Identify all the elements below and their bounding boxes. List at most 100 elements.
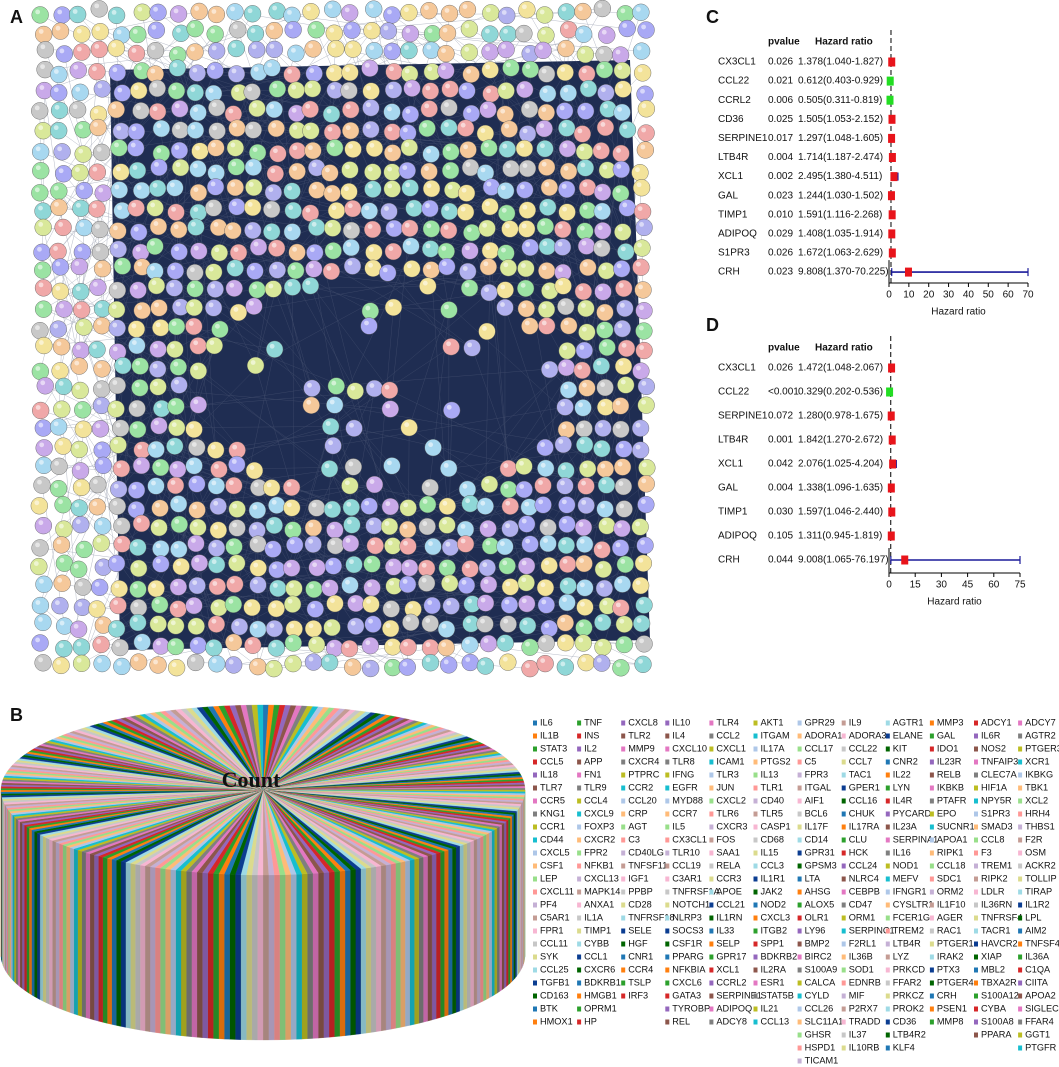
network-node bbox=[169, 460, 187, 478]
network-node bbox=[573, 125, 592, 143]
network-node bbox=[440, 202, 458, 221]
network-node bbox=[638, 459, 656, 477]
network-node bbox=[478, 219, 496, 237]
legend-swatch bbox=[709, 954, 714, 960]
network-node bbox=[380, 517, 399, 536]
node-highlight bbox=[35, 637, 41, 643]
network-edge bbox=[236, 468, 330, 529]
legend-label: PTPRC bbox=[628, 769, 660, 779]
network-node bbox=[169, 495, 188, 513]
node-highlight bbox=[56, 539, 62, 545]
network-node bbox=[422, 180, 441, 198]
network-node bbox=[187, 218, 205, 236]
legend-label: AGT bbox=[628, 821, 647, 831]
network-node bbox=[304, 142, 322, 160]
node-highlight bbox=[637, 242, 642, 248]
legend-swatch bbox=[621, 798, 626, 804]
node-highlight bbox=[114, 184, 120, 190]
network-node bbox=[421, 240, 440, 258]
node-highlight bbox=[271, 123, 277, 128]
node-highlight bbox=[92, 281, 98, 287]
node-highlight bbox=[58, 643, 64, 649]
network-node bbox=[384, 242, 402, 261]
legend-swatch bbox=[621, 902, 626, 908]
legend-swatch bbox=[533, 889, 537, 895]
pie-side bbox=[409, 859, 415, 1026]
node-highlight bbox=[136, 105, 141, 111]
node-highlight bbox=[641, 380, 647, 386]
legend-label: TIRAP bbox=[1025, 886, 1052, 896]
node-highlight bbox=[98, 187, 104, 193]
legend-label: BIRC2 bbox=[805, 951, 832, 961]
pie-side bbox=[77, 849, 82, 1017]
node-highlight bbox=[173, 603, 178, 609]
legend-label: PRKCD bbox=[893, 964, 926, 974]
network-node bbox=[633, 239, 651, 257]
network-node bbox=[73, 654, 91, 672]
network-node bbox=[537, 26, 555, 44]
network-node bbox=[440, 119, 458, 137]
network-node bbox=[188, 64, 206, 82]
node-highlight bbox=[54, 201, 59, 207]
legend-swatch bbox=[1018, 954, 1023, 960]
legend-swatch bbox=[797, 837, 802, 843]
node-highlight bbox=[288, 637, 294, 643]
legend-swatch bbox=[929, 824, 934, 830]
node-highlight bbox=[228, 598, 234, 604]
node-highlight bbox=[421, 577, 427, 583]
node-highlight bbox=[113, 243, 119, 249]
node-highlight bbox=[233, 307, 239, 312]
legend-swatch bbox=[753, 941, 758, 947]
network-node bbox=[304, 519, 322, 537]
node-highlight bbox=[406, 263, 412, 269]
network-node bbox=[283, 559, 301, 577]
node-highlight bbox=[525, 242, 531, 247]
network-node bbox=[113, 535, 131, 553]
network-node bbox=[283, 182, 301, 200]
network-node bbox=[361, 59, 379, 77]
pie-side bbox=[494, 827, 498, 996]
hr-point bbox=[887, 531, 895, 541]
pie-side bbox=[45, 837, 50, 1005]
legend-swatch bbox=[709, 863, 714, 869]
network-node bbox=[383, 6, 401, 24]
legend-swatch bbox=[841, 1019, 846, 1025]
node-highlight bbox=[98, 561, 104, 567]
network-edge bbox=[63, 267, 236, 447]
legend-label: IL9 bbox=[849, 717, 862, 727]
legend-label: HGF bbox=[628, 938, 648, 948]
network-node bbox=[500, 596, 519, 614]
network-node bbox=[461, 242, 479, 260]
network-node bbox=[457, 576, 476, 594]
legend-swatch bbox=[709, 941, 714, 947]
node-highlight bbox=[190, 283, 195, 289]
legend-swatch bbox=[665, 733, 670, 739]
node-highlight bbox=[557, 224, 563, 229]
node-highlight bbox=[467, 598, 473, 604]
node-highlight bbox=[579, 558, 585, 563]
network-node bbox=[384, 638, 402, 656]
node-highlight bbox=[176, 561, 182, 566]
node-highlight bbox=[59, 303, 64, 309]
node-highlight bbox=[271, 499, 277, 505]
network-node bbox=[170, 540, 188, 558]
network-node bbox=[152, 555, 170, 573]
network-node bbox=[170, 221, 188, 239]
network-node bbox=[129, 281, 147, 299]
network-node bbox=[613, 519, 631, 538]
network-node bbox=[418, 119, 436, 137]
legend-swatch bbox=[621, 954, 626, 960]
legend-swatch bbox=[885, 954, 890, 960]
network-edge bbox=[291, 487, 451, 548]
node-highlight bbox=[501, 10, 507, 15]
hr-point bbox=[888, 153, 896, 162]
node-highlight bbox=[174, 246, 180, 252]
node-highlight bbox=[480, 597, 486, 603]
legend-label: AIM2 bbox=[1025, 925, 1046, 935]
network-node bbox=[401, 219, 419, 237]
node-highlight bbox=[152, 82, 158, 88]
legend-label: MBL2 bbox=[981, 964, 1005, 974]
legend-label: IL10RB bbox=[849, 1042, 880, 1052]
pie-side bbox=[10, 812, 13, 981]
network-node bbox=[248, 41, 266, 59]
